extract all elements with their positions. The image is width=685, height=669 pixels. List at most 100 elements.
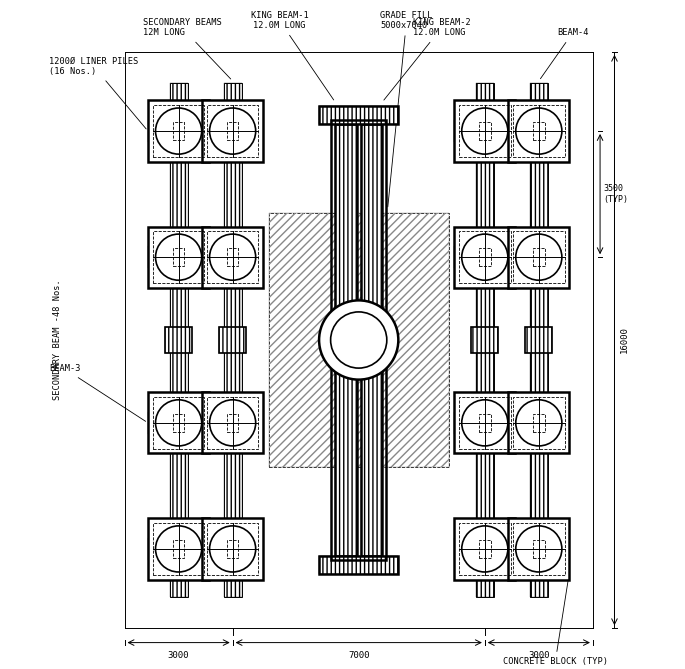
- Bar: [476, 282, 494, 398]
- Bar: [170, 282, 188, 398]
- Bar: [360, 124, 382, 556]
- Bar: [508, 518, 569, 579]
- Bar: [525, 327, 552, 353]
- Bar: [533, 540, 545, 558]
- Bar: [170, 574, 188, 597]
- Bar: [454, 538, 569, 560]
- Bar: [148, 246, 263, 268]
- Bar: [148, 392, 209, 454]
- Text: 3000: 3000: [528, 650, 549, 660]
- Bar: [148, 518, 209, 579]
- Bar: [170, 83, 188, 106]
- Bar: [170, 156, 188, 232]
- Bar: [165, 327, 192, 353]
- Bar: [530, 574, 548, 597]
- Bar: [454, 120, 569, 142]
- Bar: [319, 556, 399, 574]
- Bar: [471, 327, 498, 353]
- Text: 7000: 7000: [348, 650, 369, 660]
- Bar: [319, 556, 399, 574]
- Bar: [148, 120, 263, 142]
- Bar: [202, 100, 263, 162]
- Bar: [508, 100, 569, 162]
- Bar: [476, 448, 494, 524]
- Bar: [223, 282, 242, 398]
- Bar: [530, 156, 548, 232]
- Bar: [170, 156, 188, 232]
- Bar: [148, 538, 263, 560]
- Bar: [148, 412, 263, 434]
- Bar: [207, 231, 258, 283]
- Bar: [459, 105, 510, 157]
- Bar: [173, 540, 184, 558]
- Bar: [207, 523, 258, 575]
- Bar: [476, 83, 494, 106]
- Bar: [148, 412, 263, 434]
- Bar: [454, 538, 569, 560]
- Bar: [530, 448, 548, 524]
- Bar: [335, 124, 357, 556]
- Bar: [459, 231, 510, 283]
- Bar: [530, 282, 548, 398]
- Bar: [148, 246, 263, 268]
- Bar: [227, 248, 238, 266]
- Bar: [148, 227, 209, 288]
- Bar: [476, 156, 494, 232]
- Bar: [319, 106, 399, 124]
- Bar: [454, 246, 569, 268]
- Text: 16000: 16000: [620, 326, 629, 353]
- Bar: [223, 448, 242, 524]
- Bar: [170, 448, 188, 524]
- Bar: [454, 392, 515, 454]
- Bar: [153, 523, 204, 575]
- Bar: [454, 227, 515, 288]
- Bar: [533, 414, 545, 432]
- Bar: [476, 448, 494, 524]
- Bar: [223, 282, 242, 398]
- Bar: [153, 397, 204, 449]
- Bar: [170, 574, 188, 597]
- Text: SECONDARY BEAMS
12M LONG: SECONDARY BEAMS 12M LONG: [142, 18, 231, 79]
- Bar: [479, 122, 490, 140]
- Bar: [513, 397, 564, 449]
- Bar: [513, 105, 564, 157]
- Bar: [170, 448, 188, 524]
- Text: KING BEAM-1
12.0M LONG: KING BEAM-1 12.0M LONG: [251, 11, 334, 100]
- Text: 1200Ø LINER PILES
(16 Nos.): 1200Ø LINER PILES (16 Nos.): [49, 56, 146, 129]
- Bar: [476, 574, 494, 597]
- Bar: [148, 100, 209, 162]
- Bar: [227, 122, 238, 140]
- Bar: [223, 574, 242, 597]
- Bar: [471, 327, 498, 353]
- Bar: [530, 83, 548, 106]
- Bar: [530, 282, 548, 398]
- Bar: [173, 414, 184, 432]
- Bar: [269, 213, 449, 467]
- Bar: [454, 412, 569, 434]
- Bar: [476, 574, 494, 597]
- Bar: [454, 246, 569, 268]
- Bar: [219, 327, 246, 353]
- Bar: [170, 282, 188, 398]
- Bar: [525, 327, 552, 353]
- Bar: [165, 327, 192, 353]
- Text: GRADE FILL
5000x7040: GRADE FILL 5000x7040: [380, 11, 433, 207]
- Text: KING BEAM-2
12.0M LONG: KING BEAM-2 12.0M LONG: [384, 18, 471, 100]
- Bar: [513, 231, 564, 283]
- Bar: [153, 105, 204, 157]
- Bar: [223, 448, 242, 524]
- Bar: [508, 392, 569, 454]
- Bar: [331, 120, 386, 561]
- Bar: [476, 156, 494, 232]
- Bar: [202, 227, 263, 288]
- Bar: [223, 156, 242, 232]
- Circle shape: [319, 300, 399, 379]
- Text: BEAM-3: BEAM-3: [49, 365, 146, 421]
- Text: BEAM-4: BEAM-4: [540, 28, 588, 79]
- Bar: [459, 397, 510, 449]
- Bar: [219, 327, 246, 353]
- Bar: [476, 282, 494, 398]
- Text: 3000: 3000: [168, 650, 189, 660]
- Bar: [533, 248, 545, 266]
- Bar: [223, 574, 242, 597]
